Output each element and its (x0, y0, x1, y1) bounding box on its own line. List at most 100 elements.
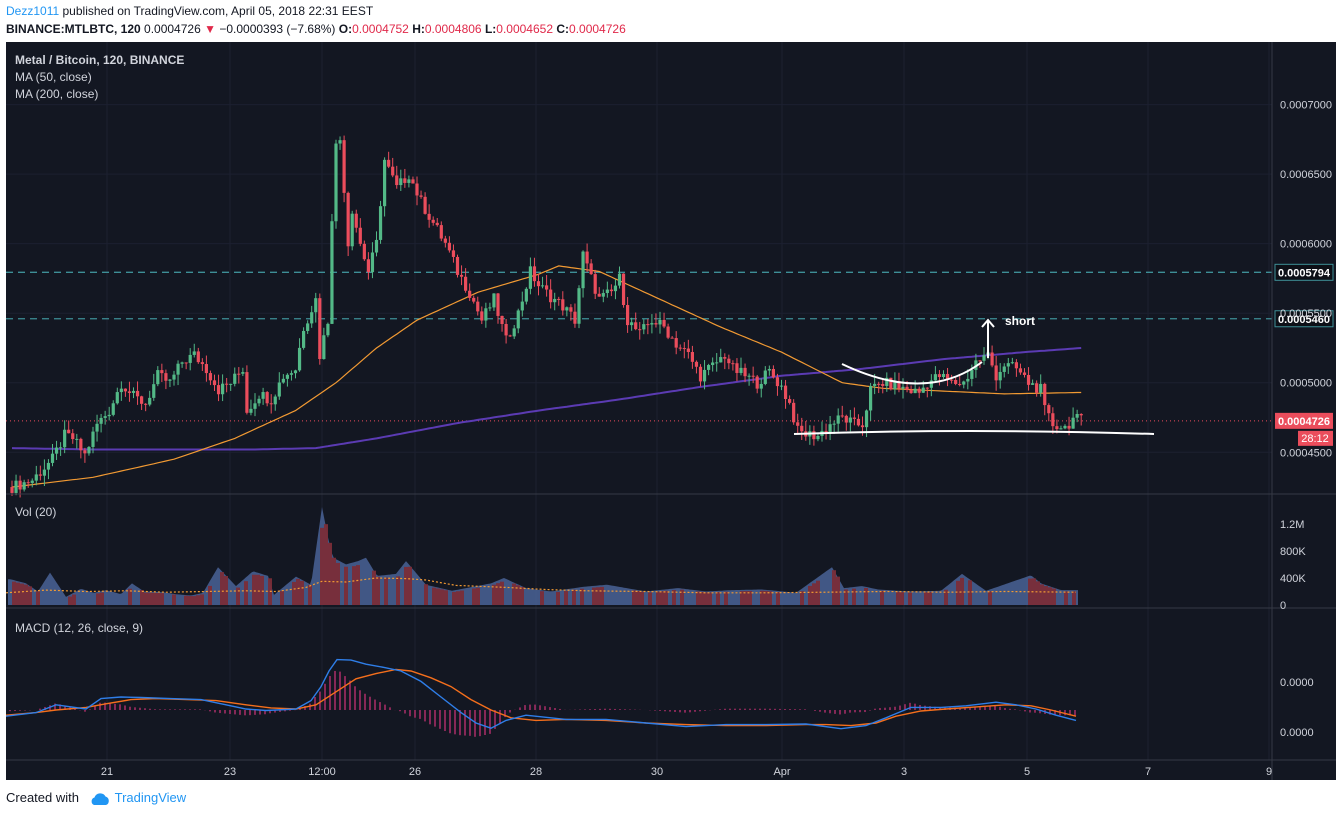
candle-body (411, 179, 415, 184)
candle-body (577, 288, 581, 324)
candle-body (755, 376, 759, 389)
volume-bar-down (24, 584, 28, 605)
candle-body (751, 375, 755, 377)
time-tick-label: 9 (1266, 766, 1272, 778)
volume-bar-down (740, 591, 744, 605)
candle-body (812, 431, 816, 440)
volume-bar-down (832, 570, 836, 605)
price-tick-label: 0.0006500 (1280, 169, 1332, 181)
candle-body (933, 374, 937, 381)
volume-bar-down (516, 585, 520, 605)
candle-body (83, 450, 87, 454)
volume-bar-down (396, 576, 400, 605)
candle-body (407, 179, 411, 183)
candle-body (1043, 383, 1047, 406)
candle-body (690, 352, 694, 362)
volume-bar-down (128, 588, 132, 605)
volume-bar-down (456, 591, 460, 605)
footer-brand-link[interactable]: TradingView (114, 790, 187, 805)
price-tick-label: 0.0006000 (1280, 239, 1332, 251)
candle-body (496, 293, 500, 316)
chart-svg[interactable]: 0.0005794 0.0005460 0.0004726 28:12 0.00045… (6, 42, 1336, 780)
symbol-ohlc-bar: BINANCE:MTLBTC, 120 0.0004726 ▼ −0.00003… (6, 22, 626, 36)
candle-body (212, 380, 217, 386)
candle-body (962, 381, 966, 385)
volume-bar-down (292, 581, 296, 605)
volume-bar-down (160, 593, 164, 605)
candle-body (216, 385, 221, 395)
candle-body (172, 374, 176, 380)
author-link[interactable]: Dezz1011 (6, 4, 60, 18)
volume-bar-down (96, 593, 100, 605)
candle-body (893, 381, 897, 390)
candle-body (1059, 428, 1063, 430)
candle-body (593, 274, 597, 294)
level-label-box (1274, 263, 1334, 281)
candle-body (208, 373, 213, 381)
candle-body (889, 377, 893, 390)
price-tick-label: 0.0004500 (1280, 447, 1332, 459)
candle-body (1006, 363, 1010, 367)
level-label: 0.0005460 (1278, 314, 1330, 326)
candle-body (613, 285, 618, 292)
support-curve-drawing (793, 430, 1155, 435)
macd-tick-label: 0.0000 (1280, 677, 1314, 689)
candle-body (63, 429, 67, 448)
candle-body (455, 256, 460, 275)
candle-body (852, 417, 856, 419)
candle-body (520, 301, 524, 311)
volume-bar-down (1040, 584, 1044, 605)
candle-body (342, 140, 346, 193)
candle-body (269, 403, 273, 405)
price-tick-label: 0.0005500 (1280, 308, 1332, 320)
candle-body (929, 380, 933, 388)
candle-body (945, 373, 950, 380)
high-label: H: (412, 22, 425, 36)
candle-body (374, 239, 379, 253)
candle-body (832, 423, 836, 425)
candle-body (391, 166, 395, 176)
volume-pane (6, 507, 1078, 605)
candle-body (403, 178, 407, 183)
candle-body (524, 288, 528, 302)
volume-bar-down (836, 576, 840, 605)
candle-body (318, 298, 322, 360)
candle-body (310, 312, 314, 324)
volume-bar-down (444, 590, 448, 605)
volume-bar-down (328, 542, 332, 605)
candle-body (91, 431, 95, 447)
volume-bar-down (156, 592, 160, 605)
candle-body (698, 366, 703, 382)
volume-bar-down (352, 566, 356, 605)
volume-bar-down (748, 590, 752, 605)
cup-curve-drawing (841, 361, 983, 385)
candle-body (476, 301, 480, 312)
volume-bar-down (764, 590, 768, 605)
vol-tick-label: 800K (1280, 546, 1306, 558)
candle-body (1010, 362, 1014, 364)
chart-area[interactable]: 0.0005794 0.0005460 0.0004726 28:12 0.00045… (6, 42, 1336, 780)
volume-bar-down (72, 594, 76, 605)
candle-body (970, 369, 974, 379)
macd-line (6, 658, 1077, 730)
macd-legend: MACD (12, 26, close, 9) (15, 621, 144, 635)
volume-bar-down (520, 586, 524, 605)
volume-bar-down (344, 566, 348, 605)
open-label: O: (338, 22, 353, 36)
volume-bar-down (460, 590, 464, 605)
candle-body (1026, 374, 1031, 385)
candle-body (306, 323, 310, 331)
candle-body (144, 403, 148, 405)
volume-bar-down (1036, 581, 1040, 605)
candle-body (1079, 413, 1083, 416)
candle-body (164, 373, 168, 381)
current-price-box (1275, 412, 1333, 429)
volume-bar-down (640, 591, 644, 605)
grid (6, 42, 1272, 760)
candle-body (362, 243, 366, 260)
candle-body (79, 438, 83, 451)
candle-body (302, 330, 306, 348)
candle-body (152, 384, 156, 398)
candle-body (658, 319, 662, 325)
volume-bar-down (1064, 591, 1068, 605)
